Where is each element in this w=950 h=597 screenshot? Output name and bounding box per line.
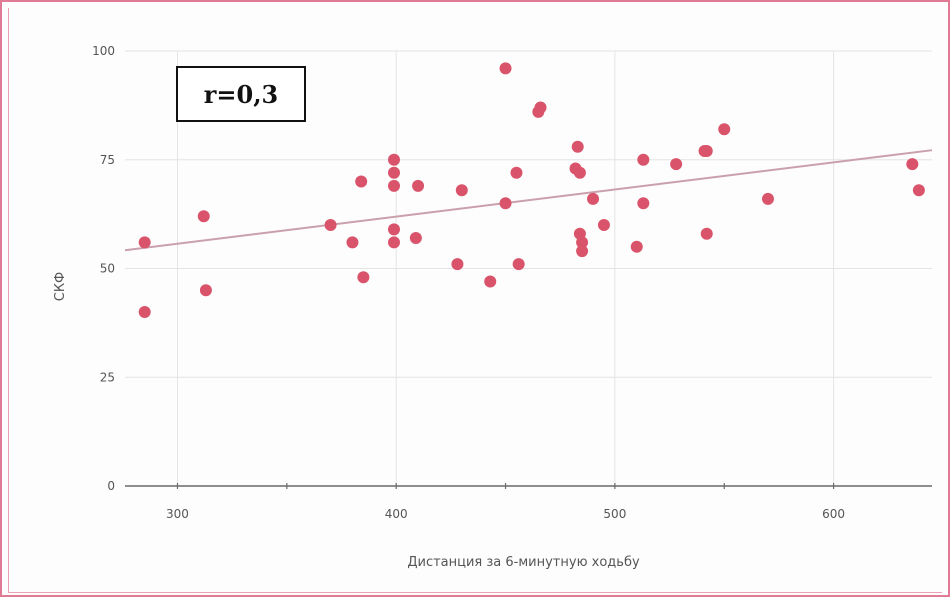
data-point — [199, 284, 212, 297]
data-point — [718, 123, 731, 136]
x-tick-label: 400 — [385, 507, 408, 521]
data-point — [451, 258, 464, 271]
data-point — [138, 236, 151, 249]
data-point — [455, 184, 468, 197]
data-point — [388, 179, 400, 192]
correlation-annotation: r=0,3 — [203, 79, 279, 109]
y-axis-label: СКФ — [53, 272, 68, 302]
y-tick-label: 25 — [100, 370, 115, 384]
data-point — [571, 140, 584, 153]
data-point — [912, 184, 925, 197]
data-point — [573, 166, 586, 179]
data-point — [409, 232, 422, 245]
y-tick-label: 100 — [92, 44, 115, 58]
data-point — [761, 192, 774, 205]
data-point — [512, 258, 525, 271]
x-tick-label: 500 — [603, 507, 626, 521]
x-axis-label: Дистанция за 6-минутную ходьбу — [407, 555, 640, 570]
axes — [125, 483, 932, 489]
data-point — [388, 166, 400, 179]
data-point — [630, 240, 643, 253]
y-tick-label: 0 — [107, 479, 115, 493]
y-tick-label: 75 — [100, 153, 115, 167]
data-point — [587, 192, 600, 205]
data-point — [510, 166, 523, 179]
data-point — [324, 219, 337, 231]
trend-line-group — [124, 149, 933, 252]
data-point — [906, 158, 919, 171]
data-point — [637, 197, 650, 210]
correlation-annotation-box: r=0,3 — [176, 66, 306, 122]
y-tick-label: 50 — [100, 262, 115, 276]
data-point — [388, 153, 400, 166]
chart-inner-border — [8, 8, 942, 593]
data-point — [670, 158, 683, 171]
data-point — [700, 227, 713, 240]
data-point — [499, 197, 512, 210]
data-point — [576, 245, 589, 258]
data-point — [637, 153, 650, 166]
data-point — [412, 179, 425, 192]
data-point — [388, 236, 400, 249]
data-point — [138, 306, 151, 318]
tick-labels: 0 25 50 75 100 300 400 500 600 — [92, 44, 845, 521]
data-point — [597, 219, 610, 231]
data-point — [700, 145, 713, 158]
data-point — [499, 62, 512, 75]
data-point — [346, 236, 359, 249]
data-point — [388, 223, 400, 236]
data-point — [484, 275, 497, 288]
x-tick-label: 300 — [166, 507, 189, 521]
data-point — [576, 236, 589, 249]
data-points — [138, 62, 925, 318]
data-point — [357, 271, 370, 284]
x-tick-label: 600 — [822, 507, 845, 521]
data-point — [534, 101, 547, 114]
trend-line — [124, 149, 933, 252]
grid-lines — [125, 50, 932, 486]
data-point — [197, 210, 210, 223]
data-point — [355, 175, 368, 188]
